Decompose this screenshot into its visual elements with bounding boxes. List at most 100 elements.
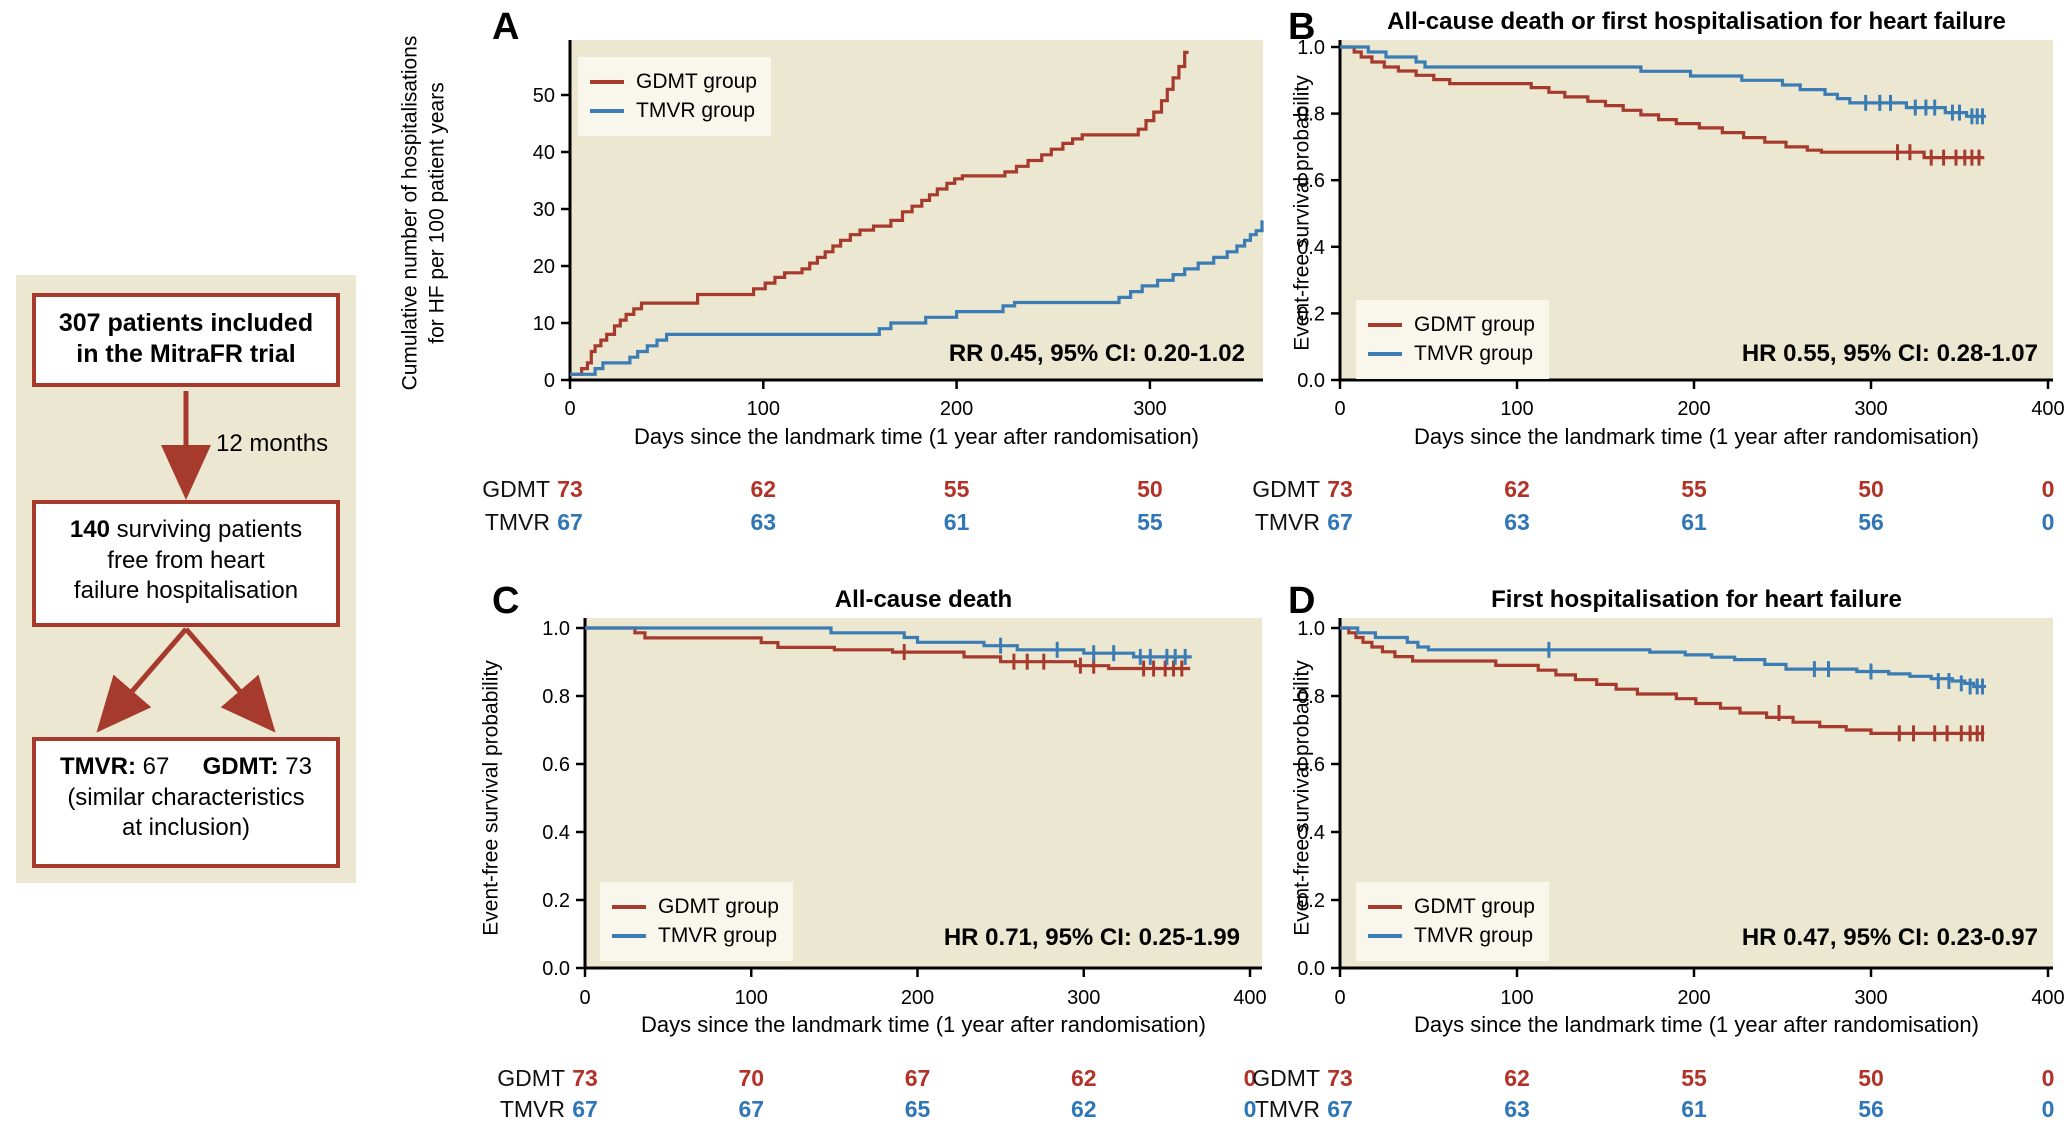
risk-value: 50 bbox=[1858, 476, 1884, 502]
tmvr-count: TMVR: 67 bbox=[60, 753, 170, 780]
panel-b-legend: GDMT group TMVR group bbox=[1356, 300, 1549, 379]
svg-text:50: 50 bbox=[533, 85, 555, 107]
svg-text:0.6: 0.6 bbox=[1297, 170, 1325, 192]
panel-b-ylabel: Event-free survival probability bbox=[1290, 75, 1314, 351]
risk-value: 67 bbox=[572, 1096, 598, 1122]
tmvr-line-swatch bbox=[1368, 352, 1402, 356]
flow-box3-line2: (similar characteristics bbox=[67, 783, 305, 811]
legend-item-tmvr: TMVR group bbox=[1368, 924, 1535, 948]
svg-text:200: 200 bbox=[1677, 987, 1710, 1009]
panel-d-risk-table: GDMT 73 62 55 50 0 TMVR 67 63 61 56 0 bbox=[1252, 1065, 2054, 1122]
flow-box2-line1: 140 surviving patients bbox=[69, 516, 303, 543]
svg-text:0.2: 0.2 bbox=[542, 890, 570, 912]
panel-c-xlabel: Days since the landmark time (1 year aft… bbox=[641, 1012, 1206, 1037]
svg-text:1.0: 1.0 bbox=[1297, 618, 1325, 640]
risk-row-label: TMVR bbox=[1255, 509, 1320, 535]
risk-value: 73 bbox=[557, 476, 583, 502]
risk-value: 0 bbox=[2042, 509, 2055, 535]
flow-box3-line1: TMVR: 67 GDMT: 73 bbox=[36, 752, 336, 783]
risk-value: 73 bbox=[1327, 476, 1353, 502]
panel-a-legend: GDMT group TMVR group bbox=[578, 57, 771, 136]
risk-value: 0 bbox=[1244, 1065, 1257, 1091]
risk-value: 62 bbox=[1504, 476, 1530, 502]
svg-text:400: 400 bbox=[2031, 398, 2064, 420]
svg-text:0.8: 0.8 bbox=[1297, 104, 1325, 126]
panel-c-ylabel: Event-free survival probability bbox=[479, 660, 503, 936]
panel-b-title: All-cause death or first hospitalisation… bbox=[1387, 8, 2006, 35]
risk-value: 50 bbox=[1858, 1065, 1884, 1091]
svg-text:0.6: 0.6 bbox=[1297, 754, 1325, 776]
curve-gdmt bbox=[585, 626, 1191, 671]
svg-text:200: 200 bbox=[901, 987, 934, 1009]
svg-text:200: 200 bbox=[940, 398, 973, 420]
risk-value: 56 bbox=[1858, 1096, 1884, 1122]
risk-value: 61 bbox=[1681, 509, 1707, 535]
risk-value: 0 bbox=[2042, 476, 2055, 502]
panel-c-risk-table: GDMT 73 70 67 62 0 TMVR 67 67 65 62 0 bbox=[497, 1065, 1256, 1122]
risk-value: 61 bbox=[944, 509, 970, 535]
panel-c-title: All-cause death bbox=[834, 586, 1013, 613]
curve-tmvr bbox=[585, 626, 1192, 659]
flow-box-surviving: 140 surviving patients free from heart f… bbox=[32, 500, 340, 627]
svg-text:0: 0 bbox=[564, 398, 575, 420]
risk-value: 67 bbox=[1327, 509, 1353, 535]
svg-text:400: 400 bbox=[1233, 987, 1266, 1009]
risk-value: 56 bbox=[1858, 509, 1884, 535]
risk-value: 62 bbox=[751, 476, 777, 502]
risk-row-label: TMVR bbox=[1255, 1096, 1320, 1122]
panel-b-risk-table: GDMT 73 62 55 50 0 TMVR 67 63 61 56 0 bbox=[1252, 476, 2054, 535]
risk-row-label: TMVR bbox=[500, 1096, 565, 1122]
panel-a-risk-table: GDMT 73 62 55 50 TMVR 67 63 61 55 bbox=[482, 476, 1163, 535]
tmvr-line-swatch bbox=[1368, 934, 1402, 938]
panel-letter-a: A bbox=[492, 6, 520, 48]
svg-text:0.4: 0.4 bbox=[1297, 237, 1325, 259]
panel-d-ylabel: Event-free survival probability bbox=[1290, 660, 1314, 936]
flow-box1-line2: in the MitraFR trial bbox=[76, 339, 296, 368]
svg-text:0.0: 0.0 bbox=[1297, 370, 1325, 392]
svg-text:1.0: 1.0 bbox=[542, 618, 570, 640]
risk-value: 67 bbox=[557, 509, 583, 535]
panel-c-annotation: HR 0.71, 95% CI: 0.25-1.99 bbox=[943, 924, 1240, 951]
flow-arrow-gdmt bbox=[184, 627, 276, 733]
panel-letter-b: B bbox=[1288, 6, 1316, 48]
svg-text:100: 100 bbox=[747, 398, 780, 420]
risk-row-label: GDMT bbox=[1252, 476, 1320, 502]
risk-value: 63 bbox=[1504, 509, 1530, 535]
tmvr-line-swatch bbox=[612, 934, 646, 938]
flow-box-included: 307 patients included in the MitraFR tri… bbox=[32, 293, 340, 387]
risk-value: 67 bbox=[738, 1096, 764, 1122]
risk-value: 0 bbox=[2042, 1065, 2055, 1091]
legend-item-gdmt: GDMT group bbox=[612, 895, 779, 919]
svg-text:30: 30 bbox=[533, 199, 555, 221]
panel-a-xlabel: Days since the landmark time (1 year aft… bbox=[634, 424, 1199, 449]
risk-row-label: GDMT bbox=[497, 1065, 565, 1091]
svg-text:0.6: 0.6 bbox=[542, 754, 570, 776]
risk-value: 67 bbox=[1327, 1096, 1353, 1122]
svg-text:0.4: 0.4 bbox=[542, 822, 570, 844]
tmvr-line-swatch bbox=[590, 109, 624, 113]
gdmt-line-swatch bbox=[612, 905, 646, 909]
risk-value: 70 bbox=[738, 1065, 764, 1091]
risk-value: 62 bbox=[1071, 1065, 1097, 1091]
curve-gdmt bbox=[570, 50, 1189, 376]
curve-gdmt bbox=[1340, 45, 1985, 160]
panel-d-legend: GDMT group TMVR group bbox=[1356, 882, 1549, 961]
svg-text:300: 300 bbox=[1854, 987, 1887, 1009]
curve-gdmt bbox=[1340, 626, 1985, 735]
svg-text:100: 100 bbox=[1500, 398, 1533, 420]
svg-text:0.0: 0.0 bbox=[542, 958, 570, 980]
svg-text:300: 300 bbox=[1854, 398, 1887, 420]
panel-a-annotation: RR 0.45, 95% CI: 0.20-1.02 bbox=[948, 340, 1245, 367]
svg-text:100: 100 bbox=[1500, 987, 1533, 1009]
panel-letter-d: D bbox=[1288, 580, 1316, 622]
panel-d-annotation: HR 0.47, 95% CI: 0.23-0.97 bbox=[1741, 924, 2038, 951]
panel-d-title: First hospitalisation for heart failure bbox=[1491, 586, 1902, 613]
curve-tmvr bbox=[1340, 45, 1986, 118]
svg-text:0.4: 0.4 bbox=[1297, 822, 1325, 844]
risk-value: 50 bbox=[1137, 476, 1163, 502]
svg-text:300: 300 bbox=[1133, 398, 1166, 420]
svg-text:0: 0 bbox=[1334, 398, 1345, 420]
